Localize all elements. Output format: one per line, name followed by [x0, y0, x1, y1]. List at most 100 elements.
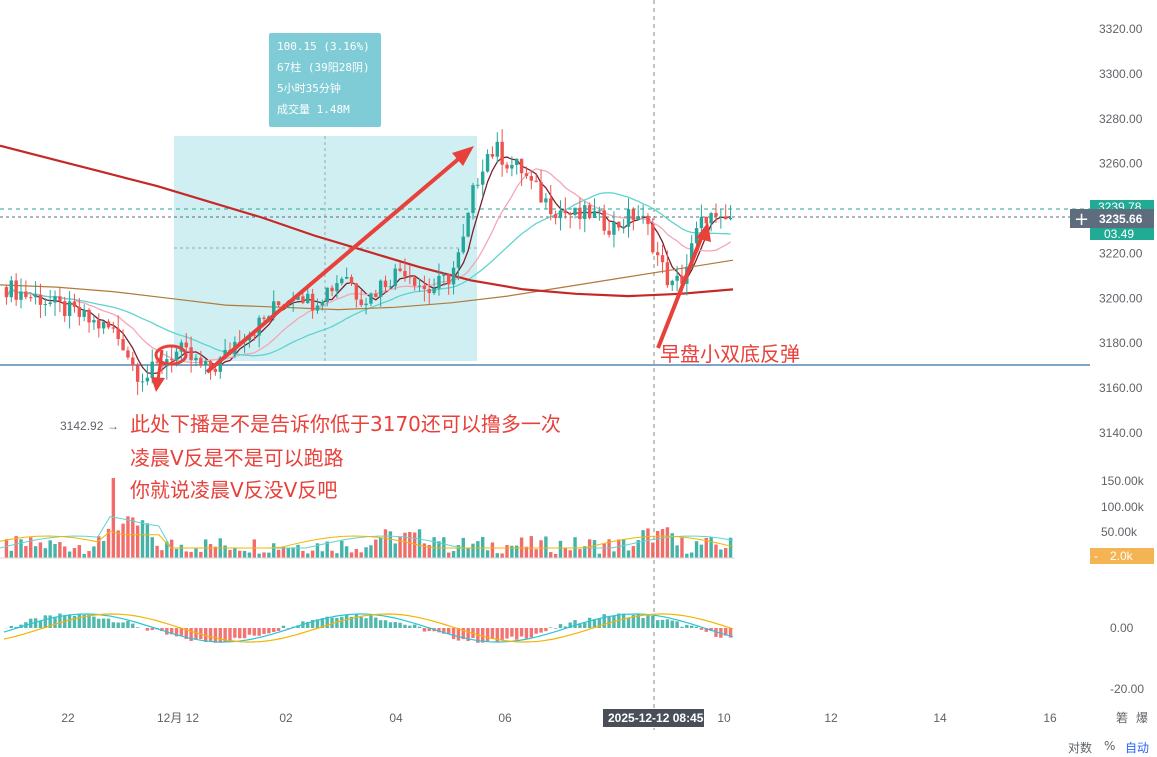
corner-icon-1[interactable]: 箬	[1116, 711, 1128, 725]
volume-bar	[189, 551, 193, 558]
volume-bar	[422, 543, 427, 558]
macd-histogram-bar	[218, 628, 222, 643]
macd-histogram-bar	[641, 617, 645, 628]
macd-signal-line	[3, 613, 734, 643]
candle-body	[709, 213, 713, 224]
corner-icon-2[interactable]: 爆	[1136, 711, 1148, 725]
candle-body	[320, 301, 325, 306]
candle-body	[422, 285, 427, 290]
candle-body	[276, 301, 281, 306]
macd-histogram-bar	[58, 613, 62, 628]
candle-body	[77, 306, 82, 317]
volume-bar	[490, 542, 495, 558]
candle-body	[636, 216, 640, 220]
macd-histogram-bar	[315, 619, 320, 628]
macd-histogram-bar	[111, 622, 116, 628]
candle-body	[194, 357, 198, 361]
macd-histogram-bar	[466, 628, 470, 641]
candle-body	[631, 209, 636, 220]
macd-histogram-bar	[388, 622, 393, 628]
volume-tick-label: 50.00k	[1101, 525, 1138, 539]
macd-histogram-bar	[252, 628, 256, 636]
macd-histogram-bar	[131, 623, 135, 628]
volume-bar	[272, 543, 276, 558]
macd-histogram-bar	[539, 628, 543, 633]
macd-histogram-bar	[325, 616, 329, 628]
volume-bar	[505, 545, 509, 558]
volume-bar	[14, 536, 18, 558]
volume-bar	[101, 540, 106, 558]
macd-histogram-bar	[558, 624, 563, 628]
volume-bar	[131, 517, 135, 558]
volume-bar	[602, 543, 606, 558]
volume-bar	[524, 546, 529, 558]
volume-bar	[651, 542, 655, 558]
time-tick-label: 06	[498, 711, 512, 725]
macd-histogram-bar	[573, 620, 577, 628]
volume-bar	[24, 546, 28, 558]
volume-bar	[116, 530, 120, 558]
volume-bar	[126, 516, 130, 558]
candle-body	[466, 212, 470, 237]
annotation-text-rebound: 早盘小双底反弹	[660, 342, 800, 366]
arrow-rebound-head	[696, 222, 711, 242]
volume-bar	[369, 545, 373, 558]
candle-body	[340, 278, 344, 284]
candle-body	[670, 280, 674, 286]
arrow-down-marker-head	[151, 377, 165, 392]
volume-bar	[4, 539, 9, 558]
candle-body	[374, 293, 378, 297]
candle-body	[451, 267, 456, 285]
ma-pink-line	[5, 168, 731, 364]
volume-bar	[247, 552, 252, 558]
volume-bar	[660, 528, 665, 558]
price-tick-label: 3260.00	[1099, 157, 1143, 171]
candle-body	[558, 210, 563, 219]
volume-bar	[544, 536, 548, 558]
arrow-uptrend	[205, 154, 464, 374]
macd-histogram-bar	[510, 628, 514, 637]
volume-tick-label: 100.00k	[1101, 500, 1145, 514]
candle-body	[490, 154, 495, 157]
candle-body	[189, 347, 193, 361]
macd-histogram-bar	[72, 615, 77, 628]
log-scale-toggle[interactable]: 对数	[1068, 741, 1093, 755]
volume-ma-yellow	[0, 530, 734, 549]
volume-bar	[335, 553, 339, 558]
candle-body	[325, 287, 329, 302]
volume-bar	[38, 542, 43, 558]
volume-bar	[553, 553, 558, 558]
candle-body	[72, 301, 77, 307]
candle-body	[587, 205, 592, 219]
macd-histogram-bar	[67, 614, 72, 628]
candle-body	[408, 276, 412, 278]
range-tooltip-box	[269, 33, 381, 127]
candle-body	[621, 226, 626, 228]
volume-bar	[238, 550, 242, 558]
macd-histogram-bar	[728, 628, 733, 638]
volume-bar	[145, 523, 150, 558]
volume-bar	[675, 545, 679, 558]
volume-bar	[476, 541, 480, 558]
macd-histogram-bar	[9, 625, 13, 628]
candle-body	[393, 268, 397, 287]
macd-histogram-bar	[223, 628, 227, 642]
price-axis[interactable]: 3320.003300.003280.003260.003240.003220.…	[1099, 22, 1143, 440]
volume-badge-text: 2.0k	[1110, 549, 1134, 563]
candle-body	[388, 286, 393, 288]
macd-histogram-bar	[310, 620, 315, 628]
candle-body	[383, 280, 388, 288]
auto-scale-toggle[interactable]: 自动	[1125, 741, 1150, 755]
candle-body	[369, 293, 373, 304]
candle-body	[208, 361, 213, 369]
candle-body	[519, 158, 524, 174]
percent-scale-toggle[interactable]: %	[1104, 739, 1116, 753]
candle-body	[534, 180, 538, 182]
crosshair-plus-button[interactable]	[1070, 209, 1090, 228]
volume-bar	[655, 530, 660, 558]
price-badge-hidden-bottom-text: 03.49	[1104, 227, 1134, 241]
candle-body	[145, 377, 150, 382]
time-axis[interactable]: 22 12月 12 02 04 06 10 12 14 16	[61, 711, 1057, 725]
volume-bar	[165, 541, 169, 558]
